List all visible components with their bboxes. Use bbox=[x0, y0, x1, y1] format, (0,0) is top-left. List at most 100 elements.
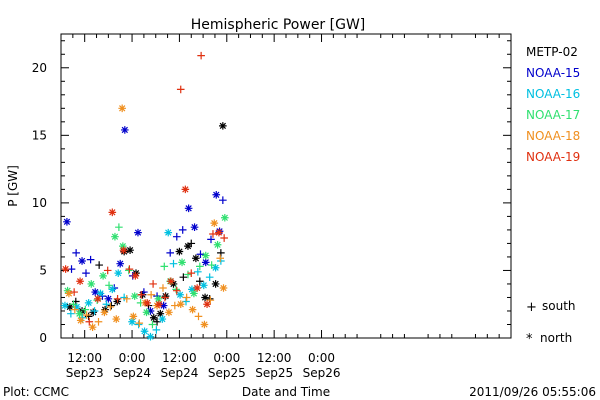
data-point-north bbox=[192, 254, 200, 263]
data-point-south bbox=[94, 317, 103, 326]
data-point-south bbox=[207, 261, 216, 269]
data-point-north bbox=[84, 299, 93, 307]
x-axis-label: Date and Time bbox=[242, 385, 330, 399]
data-point-north bbox=[104, 295, 113, 303]
data-point-south bbox=[148, 320, 157, 329]
data-point-south bbox=[113, 295, 122, 303]
data-point-north bbox=[154, 295, 163, 303]
x-tick-label-date: Sep25 bbox=[255, 366, 293, 380]
data-point-north bbox=[190, 223, 199, 232]
data-point-south bbox=[70, 288, 78, 296]
data-point-north bbox=[213, 240, 222, 249]
series-noaa-17 bbox=[63, 213, 229, 329]
data-point-south bbox=[72, 249, 80, 257]
data-point-south bbox=[115, 223, 123, 232]
data-point-north bbox=[221, 213, 229, 222]
data-point-south bbox=[169, 259, 178, 268]
data-point-north bbox=[181, 185, 190, 194]
data-point-north bbox=[126, 246, 134, 254]
data-point-north bbox=[184, 204, 193, 213]
data-point-north bbox=[159, 301, 168, 310]
data-point-north bbox=[142, 308, 151, 317]
data-point-north bbox=[201, 293, 209, 302]
data-point-south bbox=[184, 270, 192, 279]
data-point-south bbox=[194, 312, 203, 321]
data-point-south bbox=[125, 265, 134, 273]
data-point-north bbox=[119, 246, 128, 254]
series-noaa-15 bbox=[63, 126, 227, 315]
y-tick-label: 15 bbox=[32, 128, 47, 142]
legend-entry-noaa-18: NOAA-18 bbox=[526, 129, 580, 143]
data-point-south bbox=[207, 235, 215, 244]
data-point-north bbox=[61, 301, 69, 310]
data-point-south bbox=[205, 273, 214, 281]
data-point-north bbox=[76, 316, 85, 325]
data-point-south bbox=[135, 319, 144, 327]
data-point-north bbox=[161, 292, 170, 300]
data-point-south bbox=[171, 301, 179, 310]
data-point-south bbox=[122, 295, 131, 303]
data-point-north bbox=[215, 228, 223, 237]
data-point-north bbox=[201, 251, 210, 260]
data-point-north bbox=[100, 308, 109, 317]
data-point-north bbox=[101, 305, 109, 314]
data-point-north bbox=[131, 272, 140, 280]
data-point-north bbox=[143, 299, 151, 307]
data-point-north bbox=[61, 265, 70, 273]
data-point-north bbox=[190, 289, 198, 298]
data-point-north bbox=[158, 315, 167, 323]
data-point-south bbox=[86, 255, 95, 264]
data-point-south bbox=[149, 280, 157, 288]
legend-entry-noaa-16: NOAA-16 bbox=[526, 87, 580, 101]
y-tick-label: 5 bbox=[39, 263, 47, 277]
data-point-south bbox=[147, 290, 155, 299]
data-point-north bbox=[188, 305, 197, 314]
data-point-south bbox=[166, 249, 175, 257]
data-point-south bbox=[105, 281, 113, 290]
data-point-north bbox=[121, 126, 129, 134]
x-tick-label-time: 0:00 bbox=[119, 351, 146, 365]
data-point-north bbox=[94, 295, 102, 303]
x-tick-label-date: Sep24 bbox=[160, 366, 198, 380]
data-point-south bbox=[178, 226, 187, 234]
data-point-north bbox=[119, 242, 127, 250]
data-point-north bbox=[140, 327, 149, 336]
data-point-south bbox=[85, 317, 94, 326]
data-point-north bbox=[219, 122, 227, 130]
legend-entry-noaa-15: NOAA-15 bbox=[526, 66, 580, 80]
data-point-north bbox=[88, 323, 97, 331]
data-point-south bbox=[182, 293, 191, 302]
series-noaa-19 bbox=[61, 51, 228, 326]
symbol-legend-north-marker: * bbox=[526, 332, 533, 347]
data-point-north bbox=[112, 315, 121, 323]
x-tick-label-time: 0:00 bbox=[213, 351, 240, 365]
symbol-legend-north-label: north bbox=[540, 331, 572, 345]
data-point-north bbox=[118, 104, 126, 113]
data-point-north bbox=[212, 190, 221, 199]
data-point-south bbox=[107, 301, 116, 310]
data-point-south bbox=[197, 51, 205, 60]
data-point-south bbox=[67, 309, 75, 318]
data-point-south bbox=[172, 286, 181, 295]
x-axis-ticks: 12:00Sep230:00Sep2412:00Sep240:00Sep2512… bbox=[60, 34, 500, 380]
data-point-north bbox=[146, 332, 155, 341]
data-point-north bbox=[149, 313, 158, 322]
data-point-south bbox=[82, 269, 90, 277]
symbol-legend-south-label: south bbox=[542, 299, 576, 313]
data-point-north bbox=[156, 309, 165, 318]
data-point-south bbox=[71, 305, 79, 314]
data-point-north bbox=[108, 208, 117, 217]
data-point-north bbox=[78, 257, 86, 265]
data-point-south bbox=[196, 262, 204, 271]
data-point-north bbox=[165, 308, 173, 317]
y-axis-label: P [GW] bbox=[6, 165, 20, 207]
data-point-south bbox=[187, 269, 196, 277]
data-point-south bbox=[194, 267, 202, 276]
data-point-north bbox=[130, 292, 139, 300]
data-point-north bbox=[108, 285, 117, 294]
data-point-south bbox=[187, 239, 196, 248]
data-point-north bbox=[96, 289, 105, 298]
symbol-legend-south-marker: + bbox=[526, 300, 537, 315]
x-tick-label-date: Sep26 bbox=[303, 366, 341, 380]
data-point-north bbox=[155, 300, 163, 309]
